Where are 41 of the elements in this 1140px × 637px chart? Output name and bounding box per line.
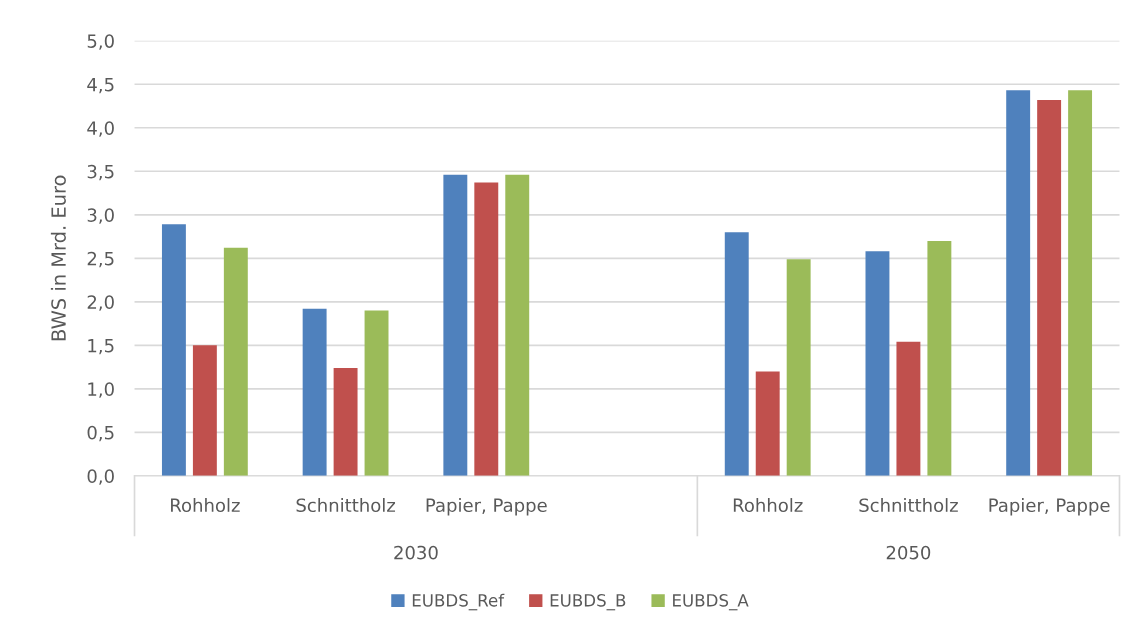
x-tick-label: Schnittholz [296, 498, 396, 513]
bar [364, 310, 389, 476]
bar [474, 182, 499, 476]
y-tick-label: 0,5 [87, 425, 114, 442]
text: 2050 [886, 545, 931, 560]
y-tick-label: 1,5 [88, 339, 114, 355]
bar [896, 341, 921, 476]
y-tick-label: 4,5 [87, 77, 114, 94]
bar [1006, 90, 1031, 476]
x-tick-label: Papier, Pappe [989, 498, 1110, 516]
x-tick-label: Rohholz [733, 498, 803, 513]
legend-label: EUBDS_B [550, 594, 626, 611]
y-tick-label: 5,0 [87, 34, 114, 50]
y-tick-label: 4,0 [87, 121, 114, 137]
bar [192, 345, 217, 476]
bar [786, 259, 811, 476]
bar [1037, 99, 1062, 476]
y-tick-label: 2,0 [87, 295, 114, 311]
x-tick-label: Rohholz [171, 498, 240, 513]
y-tick-label: 2,5 [87, 251, 114, 268]
bar [223, 247, 248, 476]
x-tick-label: Papier, Pappe [426, 498, 547, 516]
y-tick-label: 0,0 [87, 469, 114, 485]
legend-label: EUBDS_Ref [412, 593, 505, 611]
bar [443, 174, 468, 476]
bar [161, 224, 186, 476]
bar [865, 251, 890, 476]
bar [505, 174, 530, 476]
text: 2030 [394, 545, 438, 560]
x-tick-label: Schnittholz [859, 498, 958, 513]
bar [302, 308, 327, 476]
bar [724, 232, 749, 476]
y-tick-label: 1,0 [88, 382, 114, 398]
y-axis-title: BWS in Mrd. Euro [50, 175, 66, 341]
legend-label: EUBDS_A [673, 594, 749, 611]
bar [755, 371, 780, 476]
bar [1068, 90, 1093, 476]
y-tick-label: 3,0 [87, 208, 114, 224]
bar [927, 240, 952, 476]
y-tick-label: 3,5 [87, 164, 114, 181]
bar [333, 367, 358, 476]
